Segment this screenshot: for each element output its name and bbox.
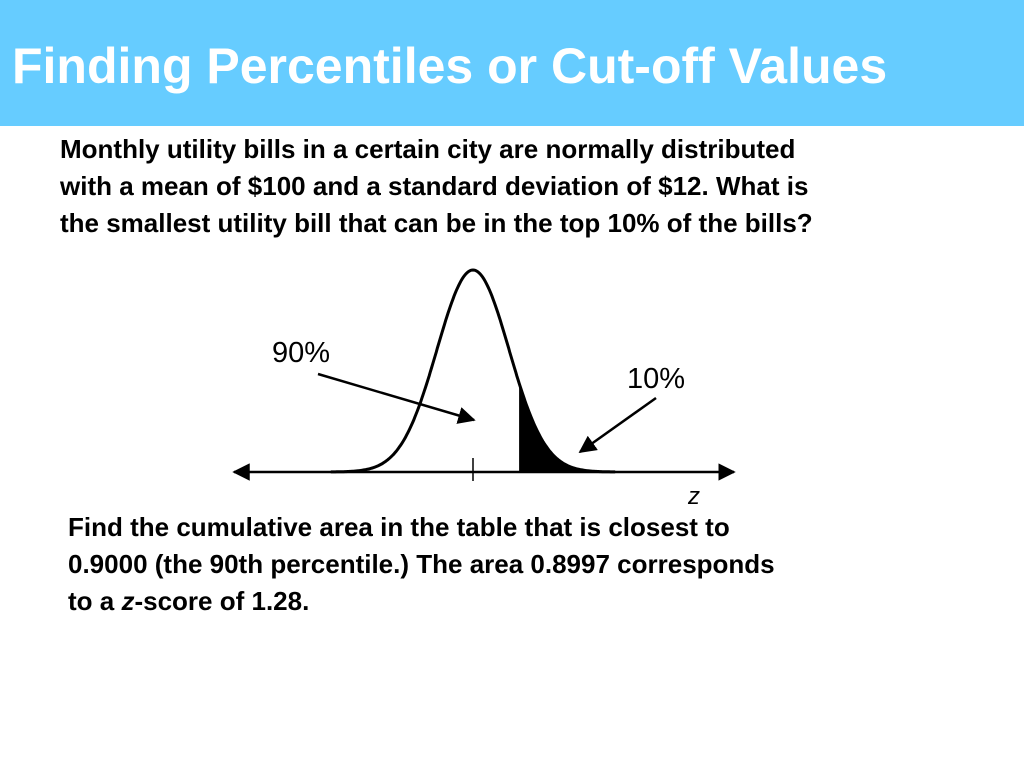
problem-text: Monthly utility bills in a certain city … xyxy=(60,131,990,242)
axis-label: z xyxy=(688,483,700,510)
right-area-label: 10% xyxy=(627,363,686,395)
solution-line: Find the cumulative area in the table th… xyxy=(68,512,730,542)
arrow-to-90-percent-area xyxy=(317,372,476,424)
solution-line: to a z-score of 1.28. xyxy=(68,583,968,620)
shaded-tail-region xyxy=(519,383,616,472)
problem-line: the smallest utility bill that can be in… xyxy=(60,208,813,238)
solution-text: Find the cumulative area in the table th… xyxy=(68,509,968,620)
solution-line: 0.9000 (the 90th percentile.) The area 0… xyxy=(68,549,775,579)
slide-title: Finding Percentiles or Cut-off Values xyxy=(12,38,888,94)
problem-line: Monthly utility bills in a certain city … xyxy=(60,134,796,164)
left-area-label: 90% xyxy=(272,337,331,369)
solution-line-prefix: to a xyxy=(68,586,122,616)
normal-curve xyxy=(330,268,616,474)
title-bar: Finding Percentiles or Cut-off Values xyxy=(0,0,1024,126)
solution-line-suffix: -score of 1.28. xyxy=(134,586,310,616)
arrow-to-10-percent-area xyxy=(578,396,657,454)
problem-line: with a mean of $100 and a standard devia… xyxy=(60,171,809,201)
z-variable: z xyxy=(121,586,135,616)
